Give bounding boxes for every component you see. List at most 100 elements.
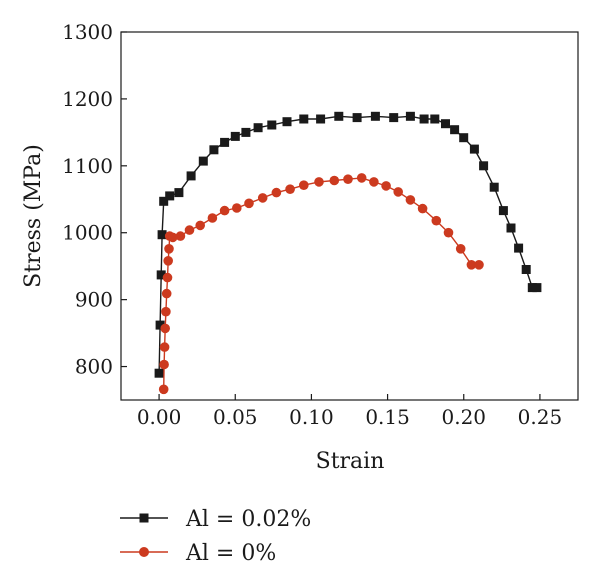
data-point [257,193,268,203]
data-point [393,187,404,197]
data-point [389,113,399,123]
data-point [443,227,454,238]
data-point [165,191,175,201]
data-point [469,144,479,154]
series-1 [158,173,484,395]
x-tick-label: 0.05 [213,405,258,429]
data-point [175,231,186,241]
x-tick-label: 0.25 [518,405,563,429]
data-point [207,213,218,223]
y-tick-label: 1300 [62,20,113,44]
x-tick-label: 0.15 [365,405,410,429]
data-point [282,117,292,127]
data-point [506,223,516,233]
legend: Al = 0.02% Al = 0% [120,507,311,566]
data-point [157,230,167,240]
data-point [230,131,240,141]
data-point [370,111,380,121]
legend-item-al-0: Al = 0% [120,541,276,566]
data-point [450,125,460,135]
data-point [405,195,416,205]
data-point [219,205,230,216]
legend-marker-al-002 [139,513,149,523]
data-point [299,114,309,124]
series-layer [154,111,542,395]
series-line [163,177,479,390]
plot-frame [120,31,579,401]
data-point [253,123,263,133]
data-point [232,203,242,213]
data-point [209,145,219,155]
data-point [271,187,282,198]
legend-label-al-0: Al = 0% [185,541,276,566]
legend-marker-al-0 [139,547,149,557]
data-point [474,260,484,270]
data-point [455,244,466,254]
data-point [156,270,166,280]
data-point [159,359,169,370]
data-point [479,161,489,171]
data-point [186,171,196,181]
data-point [419,114,429,124]
data-point [431,215,442,226]
data-point [158,384,169,395]
data-point [352,113,362,123]
plot-area [120,31,579,401]
data-point [334,111,344,121]
data-point [369,177,379,187]
data-point [161,288,172,299]
data-point [329,175,340,186]
data-point [466,260,477,270]
data-point [184,225,195,235]
legend-label-al-002: Al = 0.02% [185,507,311,532]
data-point [441,119,450,129]
x-axis-title: Strain [316,449,385,474]
data-point [160,323,170,334]
x-axis-ticks: 0.00 0.05 0.10 0.15 0.20 0.25 [137,394,562,429]
data-point [343,174,353,184]
data-point [162,272,173,283]
data-point [198,156,208,166]
data-point [241,127,251,137]
data-point [521,265,531,274]
data-point [314,177,324,187]
data-point [195,220,205,231]
data-point [316,114,326,124]
data-point [430,114,440,124]
y-tick-label: 1000 [62,221,113,245]
data-point [244,198,254,209]
data-point [498,206,508,216]
series-0 [154,111,542,378]
data-point [381,181,391,191]
data-point [405,111,415,121]
x-tick-label: 0.10 [289,405,334,429]
y-axis-title: Stress (MPa) [21,144,46,288]
x-tick-label: 0.00 [137,405,182,429]
data-point [159,196,169,206]
data-point [489,182,499,192]
data-point [285,184,295,194]
y-axis-ticks: 800 900 1000 1100 1200 1300 [62,20,127,379]
data-point [527,283,537,293]
data-point [356,173,367,183]
data-point [163,255,173,266]
x-tick-label: 0.20 [441,405,486,429]
data-point [532,283,542,293]
data-point [514,243,524,253]
data-point [154,368,164,378]
data-point [161,306,171,317]
data-point [155,320,165,330]
data-point [159,342,170,352]
data-point [174,188,184,198]
y-tick-label: 900 [75,288,113,312]
data-point [459,133,469,143]
data-point [168,232,178,243]
data-point [267,120,277,130]
data-point [299,180,309,190]
y-tick-label: 1200 [62,87,113,111]
legend-item-al-002: Al = 0.02% [120,507,311,532]
y-tick-label: 800 [75,355,113,379]
series-line [158,115,537,374]
data-point [220,137,230,147]
